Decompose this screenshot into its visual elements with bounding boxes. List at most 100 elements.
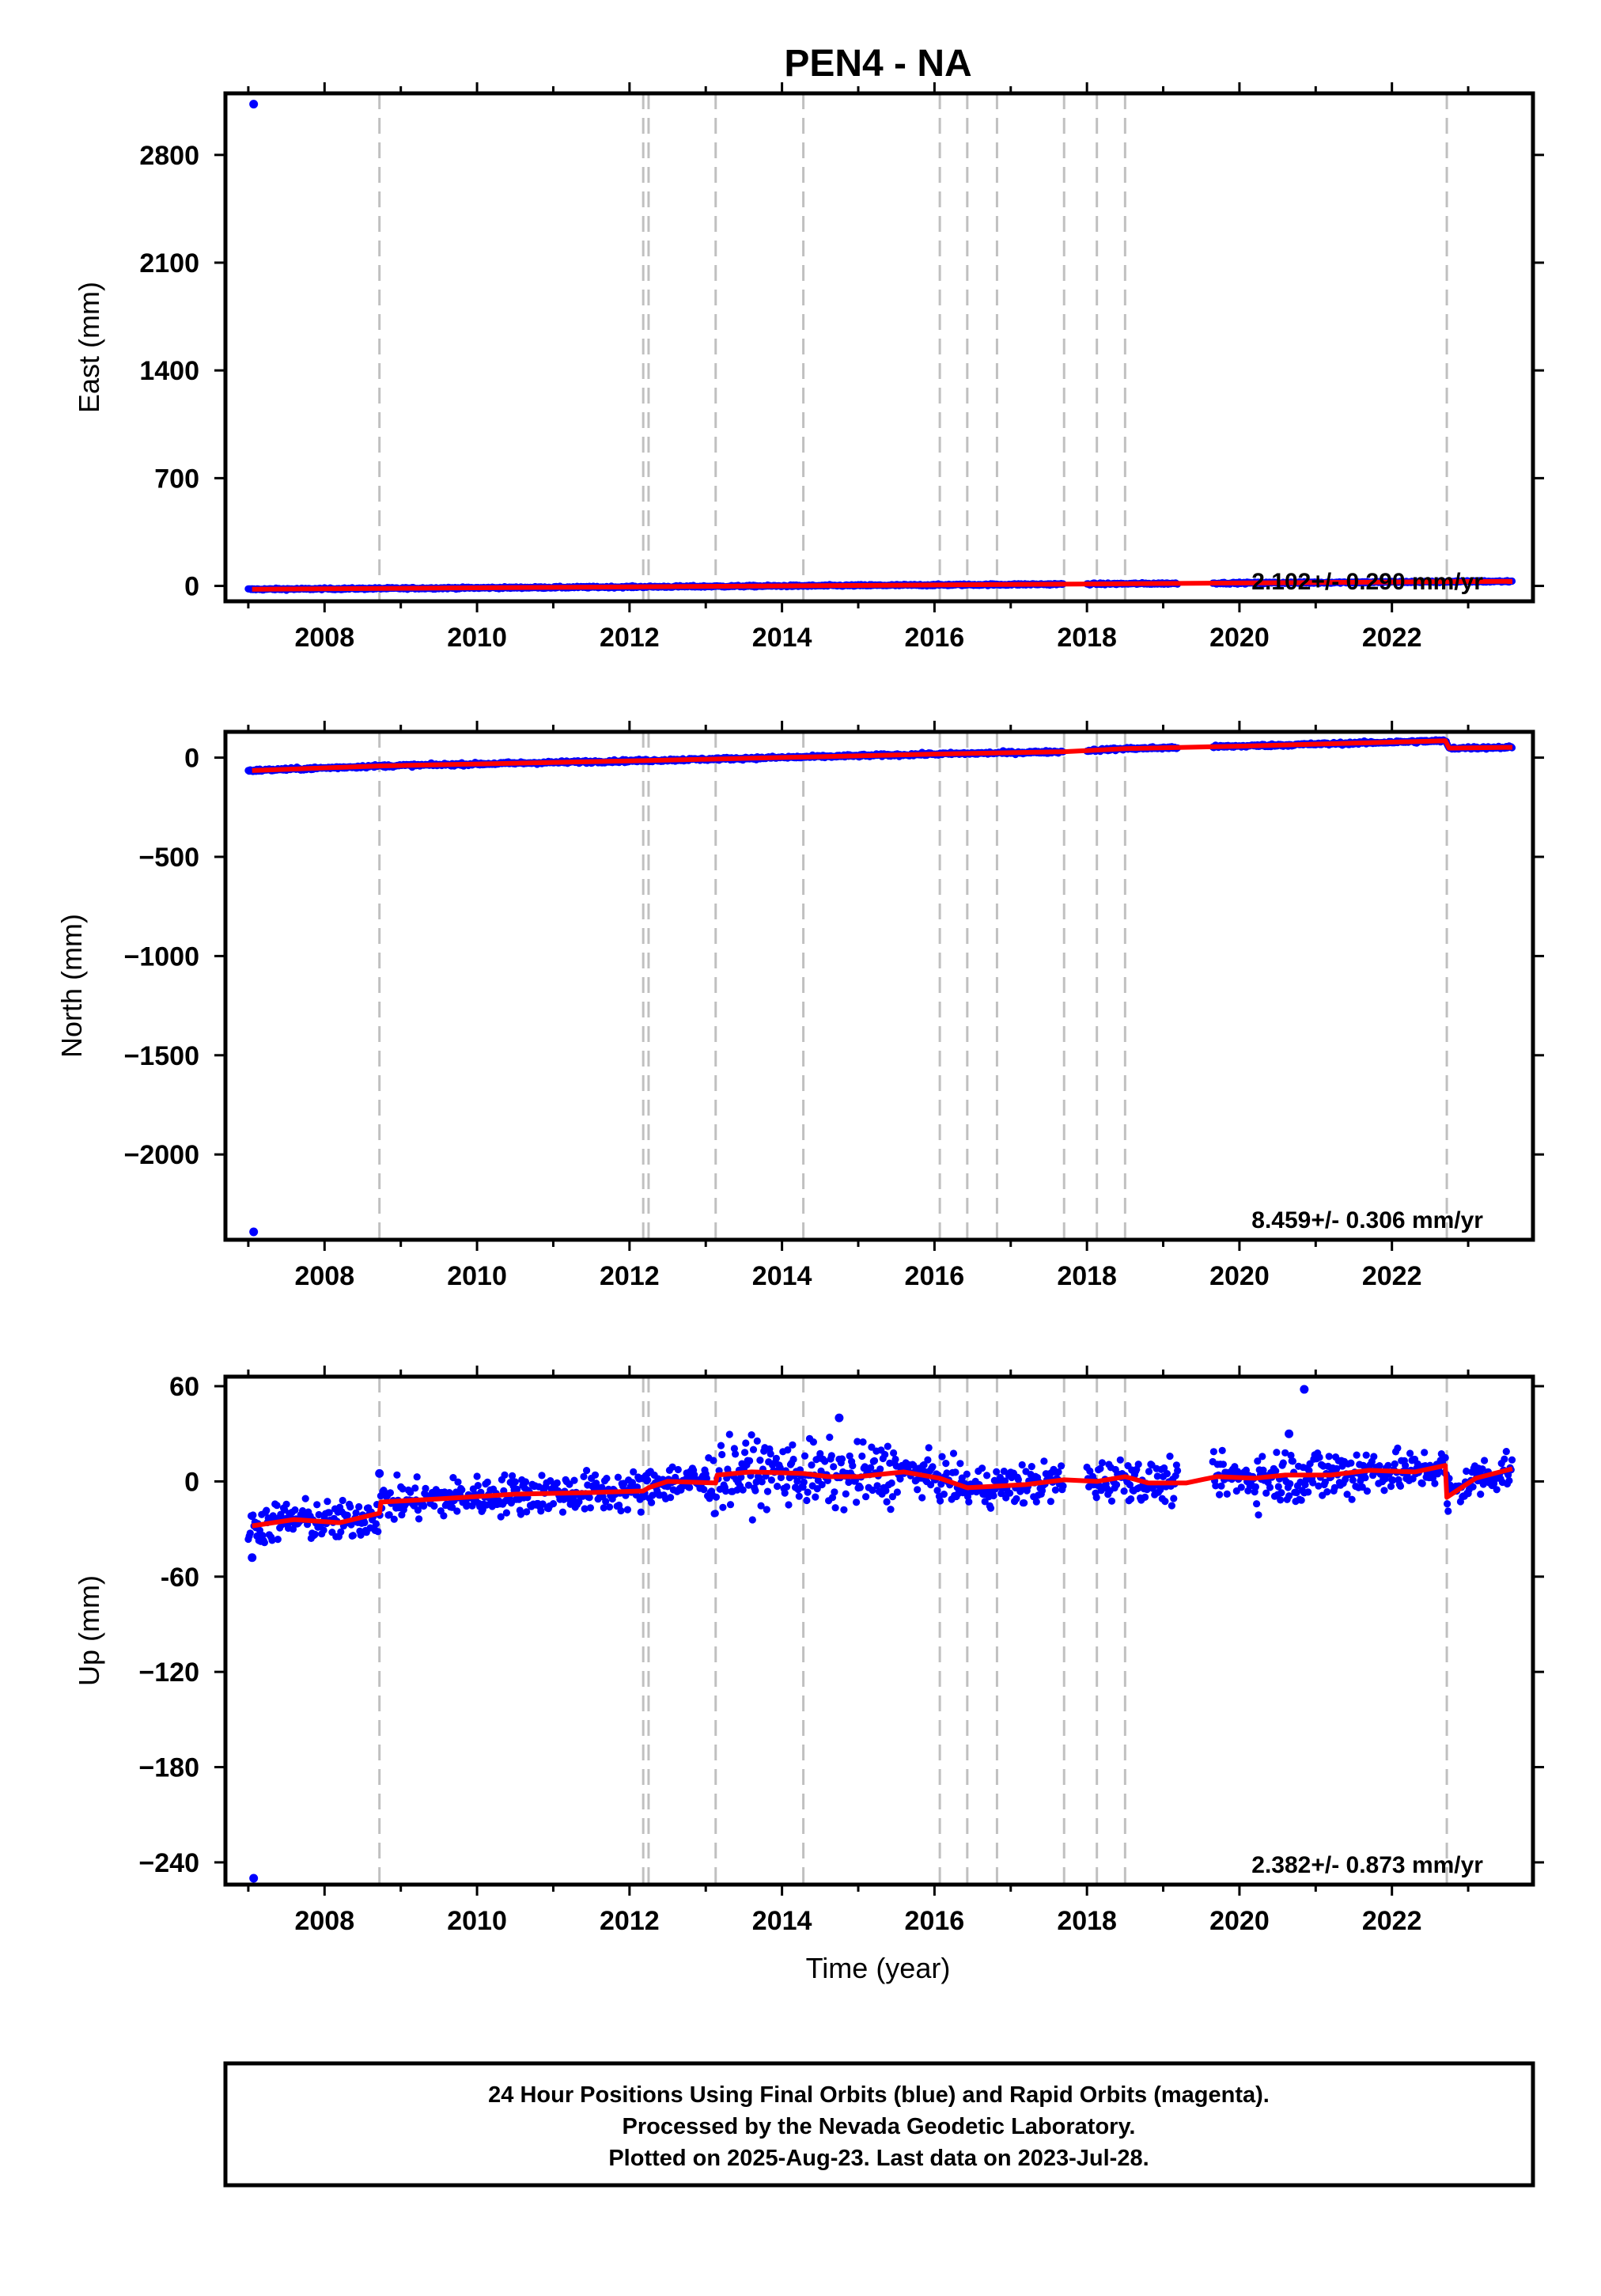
up-data-point bbox=[965, 1498, 973, 1506]
up-data-point bbox=[585, 1494, 593, 1502]
east-x-tick-label: 2022 bbox=[1362, 623, 1422, 653]
east-x-tick-label: 2010 bbox=[447, 623, 507, 653]
up-data-point bbox=[301, 1495, 309, 1502]
up-data-point bbox=[749, 1445, 758, 1453]
up-data-point bbox=[842, 1490, 850, 1498]
east-y-tick-label: 2800 bbox=[139, 141, 199, 171]
up-data-point bbox=[1153, 1472, 1161, 1480]
up-data-point bbox=[1096, 1464, 1104, 1472]
up-data-point bbox=[1160, 1464, 1168, 1472]
up-data-point bbox=[263, 1506, 271, 1514]
footer-line-1: 24 Hour Positions Using Final Orbits (bl… bbox=[488, 2082, 1270, 2108]
up-data-point bbox=[1116, 1456, 1124, 1464]
up-data-point bbox=[1014, 1476, 1022, 1483]
up-data-point bbox=[1092, 1494, 1100, 1502]
up-y-tick-label: -60 bbox=[161, 1563, 199, 1593]
up-model-line bbox=[252, 1463, 1513, 1529]
up-data-point bbox=[758, 1478, 766, 1486]
up-data-point bbox=[453, 1507, 461, 1515]
up-data-point bbox=[1251, 1483, 1259, 1491]
up-data-point bbox=[717, 1442, 725, 1449]
up-data-point bbox=[1145, 1468, 1153, 1476]
up-data-point bbox=[763, 1506, 770, 1514]
up-data-point bbox=[1172, 1461, 1180, 1469]
up-data-point bbox=[521, 1478, 530, 1486]
up-data-point bbox=[445, 1489, 453, 1497]
up-data-point bbox=[732, 1450, 740, 1458]
up-data-point bbox=[804, 1488, 812, 1496]
east-y-tick-label: 1400 bbox=[139, 356, 199, 386]
up-x-tick-label: 2018 bbox=[1057, 1906, 1117, 1936]
up-y-tick-label: 0 bbox=[184, 1467, 199, 1497]
up-data-point bbox=[473, 1472, 481, 1480]
north-x-tick-label: 2020 bbox=[1209, 1261, 1270, 1291]
up-data-point bbox=[1281, 1449, 1289, 1457]
up-outlier-point bbox=[1285, 1429, 1294, 1438]
up-data-point bbox=[1279, 1459, 1287, 1467]
up-data-point bbox=[583, 1467, 591, 1475]
east-y-tick-label: 700 bbox=[154, 464, 199, 494]
up-data-point bbox=[1258, 1453, 1266, 1461]
up-data-point bbox=[748, 1431, 755, 1439]
up-data-point bbox=[1047, 1498, 1054, 1506]
up-data-point bbox=[422, 1484, 430, 1492]
up-data-point bbox=[273, 1502, 281, 1510]
up-data-point bbox=[719, 1503, 727, 1511]
up-data-point bbox=[605, 1503, 614, 1511]
up-data-point bbox=[580, 1472, 588, 1480]
up-data-point bbox=[1018, 1461, 1026, 1469]
up-data-point bbox=[869, 1486, 876, 1495]
up-data-point bbox=[725, 1430, 733, 1438]
up-data-point bbox=[413, 1473, 421, 1481]
up-data-point bbox=[739, 1486, 747, 1494]
up-data-point bbox=[741, 1449, 749, 1457]
up-data-point bbox=[1444, 1500, 1451, 1508]
up-y-tick-label: 60 bbox=[169, 1372, 199, 1402]
up-data-point bbox=[883, 1498, 891, 1506]
up-data-point bbox=[320, 1526, 327, 1534]
up-data-point bbox=[943, 1469, 951, 1477]
up-data-point bbox=[1032, 1498, 1040, 1506]
up-data-point bbox=[710, 1457, 717, 1464]
up-data-point bbox=[993, 1468, 1001, 1476]
up-data-point bbox=[1348, 1495, 1356, 1503]
up-data-point bbox=[870, 1457, 879, 1464]
up-data-point bbox=[781, 1489, 789, 1497]
up-data-point bbox=[623, 1506, 632, 1514]
up-data-point bbox=[415, 1515, 423, 1523]
up-data-point bbox=[1059, 1482, 1067, 1490]
up-data-point bbox=[812, 1493, 819, 1501]
east-plot-frame bbox=[223, 91, 1535, 604]
up-data-point bbox=[1020, 1499, 1028, 1507]
up-data-point bbox=[1001, 1477, 1009, 1485]
up-data-point bbox=[1380, 1487, 1388, 1495]
up-x-tick-label: 2010 bbox=[447, 1906, 507, 1936]
up-data-point bbox=[407, 1488, 414, 1496]
up-data-point bbox=[890, 1449, 898, 1457]
up-data-point bbox=[914, 1486, 922, 1494]
up-data-point bbox=[757, 1502, 765, 1510]
up-x-tick-label: 2008 bbox=[294, 1906, 354, 1936]
up-data-point bbox=[828, 1494, 837, 1502]
up-data-point bbox=[746, 1457, 754, 1464]
up-data-point bbox=[1166, 1453, 1174, 1461]
up-data-point bbox=[274, 1536, 282, 1544]
up-data-point bbox=[1028, 1463, 1035, 1471]
up-data-point bbox=[385, 1511, 393, 1519]
up-data-point bbox=[1363, 1487, 1371, 1495]
up-data-point bbox=[1463, 1467, 1470, 1476]
up-data-point bbox=[537, 1507, 545, 1515]
up-data-point bbox=[1387, 1483, 1395, 1491]
up-data-point bbox=[809, 1438, 817, 1446]
up-data-point bbox=[1370, 1453, 1378, 1461]
up-data-point bbox=[882, 1487, 890, 1495]
up-data-point bbox=[753, 1437, 761, 1445]
up-data-point bbox=[648, 1498, 656, 1506]
up-data-point bbox=[856, 1483, 864, 1491]
up-data-point bbox=[1255, 1511, 1262, 1519]
up-data-point bbox=[1054, 1468, 1062, 1476]
up-outlier-point bbox=[375, 1468, 384, 1478]
up-data-point bbox=[1391, 1460, 1399, 1468]
up-data-point bbox=[853, 1438, 861, 1445]
up-data-point bbox=[1272, 1467, 1280, 1475]
